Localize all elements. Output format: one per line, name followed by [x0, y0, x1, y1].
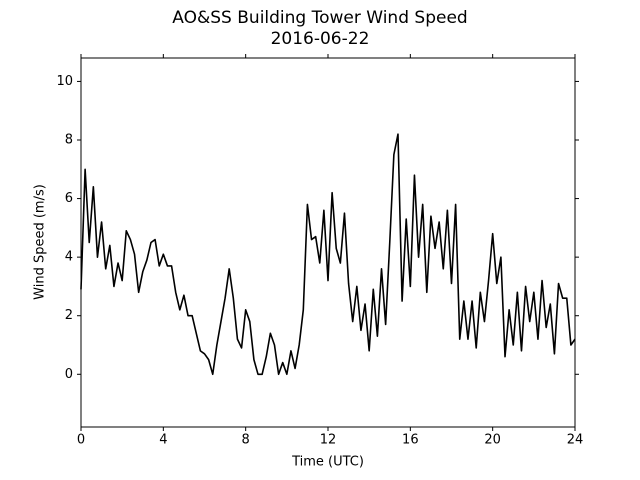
- y-tick-label: 4: [65, 250, 73, 265]
- x-tick-label: 20: [484, 433, 501, 448]
- y-axis-label: Wind Speed (m/s): [33, 184, 48, 300]
- y-tick-label: 10: [56, 74, 73, 89]
- y-tick-label: 6: [65, 191, 73, 206]
- chart-title: AO&SS Building Tower Wind Speed: [172, 8, 467, 28]
- chart-subtitle: 2016-06-22: [271, 29, 370, 49]
- x-tick-label: 8: [242, 433, 250, 448]
- y-tick-label: 0: [65, 367, 73, 382]
- y-tick-label: 2: [65, 308, 73, 323]
- x-tick-label: 24: [567, 433, 584, 448]
- x-tick-label: 16: [402, 433, 419, 448]
- data-line: [80, 133, 576, 376]
- y-tick-label: 8: [65, 133, 73, 148]
- x-tick-label: 0: [77, 433, 85, 448]
- x-tick-label: 4: [159, 433, 167, 448]
- x-tick-label: 12: [320, 433, 337, 448]
- x-axis-label: Time (UTC): [291, 455, 364, 470]
